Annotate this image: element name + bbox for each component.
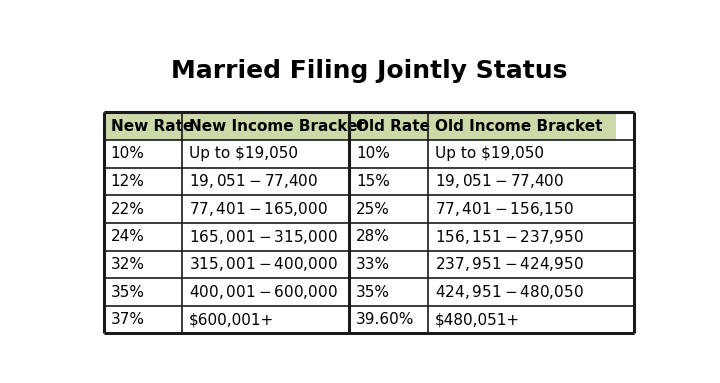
Bar bbox=[182, 306, 349, 334]
Text: Old Income Bracket: Old Income Bracket bbox=[435, 119, 602, 134]
Text: $600,001+: $600,001+ bbox=[189, 312, 274, 327]
Text: 15%: 15% bbox=[356, 174, 390, 189]
Text: $77,401-$156,150: $77,401-$156,150 bbox=[435, 200, 573, 218]
Text: $77,401-$165,000: $77,401-$165,000 bbox=[189, 200, 328, 218]
Text: 10%: 10% bbox=[356, 146, 390, 161]
Bar bbox=[104, 168, 182, 195]
Text: $19,051-$77,400: $19,051-$77,400 bbox=[189, 172, 318, 190]
Text: New Income Bracket: New Income Bracket bbox=[189, 119, 365, 134]
Bar bbox=[182, 140, 349, 168]
Text: 39.60%: 39.60% bbox=[356, 312, 415, 327]
Text: 12%: 12% bbox=[111, 174, 145, 189]
Text: 35%: 35% bbox=[356, 285, 390, 300]
Text: 28%: 28% bbox=[356, 229, 390, 244]
Text: $400,001-$600,000: $400,001-$600,000 bbox=[189, 283, 338, 301]
Bar bbox=[182, 250, 349, 278]
Bar bbox=[182, 223, 349, 250]
Text: 37%: 37% bbox=[111, 312, 145, 327]
Bar bbox=[104, 223, 182, 250]
Bar bbox=[349, 168, 428, 195]
Bar bbox=[349, 306, 428, 334]
Text: 33%: 33% bbox=[356, 257, 390, 272]
Text: Married Filing Jointly Status: Married Filing Jointly Status bbox=[171, 59, 567, 83]
Bar bbox=[349, 250, 428, 278]
Bar bbox=[428, 306, 616, 334]
Bar bbox=[104, 140, 182, 168]
Bar bbox=[428, 195, 616, 223]
Bar bbox=[428, 250, 616, 278]
Text: New Rate: New Rate bbox=[111, 119, 193, 134]
Text: $424,951-$480,050: $424,951-$480,050 bbox=[435, 283, 583, 301]
Text: $480,051+: $480,051+ bbox=[435, 312, 520, 327]
Text: 32%: 32% bbox=[111, 257, 145, 272]
Bar bbox=[182, 112, 349, 140]
Bar bbox=[104, 250, 182, 278]
Text: 35%: 35% bbox=[111, 285, 145, 300]
Text: 25%: 25% bbox=[356, 201, 390, 216]
Bar bbox=[428, 140, 616, 168]
Bar bbox=[104, 112, 182, 140]
Text: Old Rate: Old Rate bbox=[356, 119, 430, 134]
Bar bbox=[349, 112, 428, 140]
Bar bbox=[182, 278, 349, 306]
Text: $237,951-$424,950: $237,951-$424,950 bbox=[435, 255, 583, 273]
Bar bbox=[349, 223, 428, 250]
Bar bbox=[349, 140, 428, 168]
Text: Up to $19,050: Up to $19,050 bbox=[435, 146, 544, 161]
Bar bbox=[428, 112, 616, 140]
Bar bbox=[428, 223, 616, 250]
Text: $165,001-$315,000: $165,001-$315,000 bbox=[189, 228, 338, 246]
Bar bbox=[104, 278, 182, 306]
Text: 22%: 22% bbox=[111, 201, 145, 216]
Text: 10%: 10% bbox=[111, 146, 145, 161]
Text: 24%: 24% bbox=[111, 229, 145, 244]
Bar bbox=[104, 195, 182, 223]
Bar bbox=[104, 306, 182, 334]
Bar bbox=[428, 168, 616, 195]
Bar bbox=[182, 168, 349, 195]
Bar bbox=[182, 195, 349, 223]
Text: $19,051-$77,400: $19,051-$77,400 bbox=[435, 172, 564, 190]
Bar bbox=[349, 195, 428, 223]
Bar bbox=[349, 278, 428, 306]
Text: Up to $19,050: Up to $19,050 bbox=[189, 146, 298, 161]
Text: $315,001-$400,000: $315,001-$400,000 bbox=[189, 255, 338, 273]
Bar bbox=[428, 278, 616, 306]
Text: $156,151-$237,950: $156,151-$237,950 bbox=[435, 228, 583, 246]
